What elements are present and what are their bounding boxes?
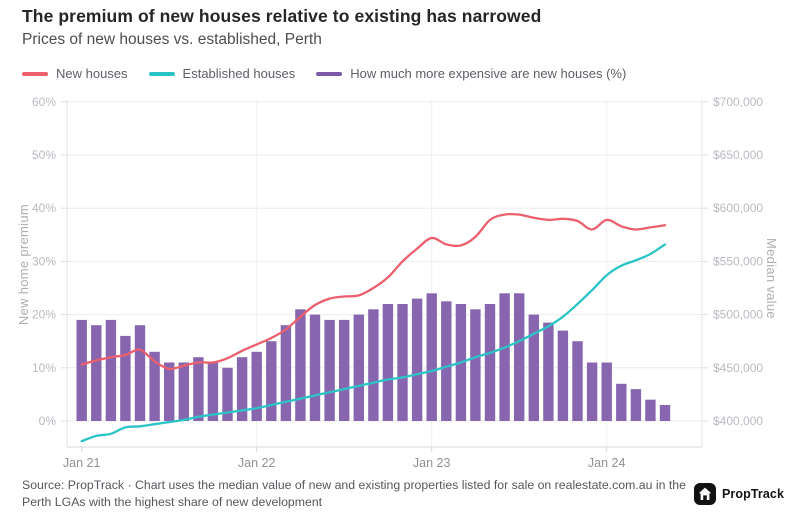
premium-bar xyxy=(441,301,452,421)
premium-bar xyxy=(616,383,627,421)
right-axis-tick-label: $600,000 xyxy=(713,201,763,215)
left-axis-tick-label: 30% xyxy=(32,254,56,268)
right-axis-tick-label: $500,000 xyxy=(713,308,763,322)
premium-bar xyxy=(514,293,525,421)
new-houses-line xyxy=(80,212,667,371)
premium-bar xyxy=(222,367,233,421)
legend-swatch-premium-icon xyxy=(316,71,343,76)
legend-label: New houses xyxy=(56,66,128,81)
established-houses-line xyxy=(80,243,667,443)
right-axis-tick-label: $550,000 xyxy=(713,254,763,268)
premium-bar xyxy=(134,325,146,421)
right-axis-tick-label: $450,000 xyxy=(713,361,763,375)
x-axis-tick-label: Jan 24 xyxy=(588,456,626,470)
premium-bar xyxy=(353,314,364,421)
premium-bar xyxy=(178,362,189,421)
premium-bar xyxy=(601,362,612,421)
premium-bar xyxy=(630,389,642,421)
proptrack-logo-text: PropTrack xyxy=(721,487,784,502)
proptrack-logo: PropTrack xyxy=(693,483,784,506)
left-axis-tick-label: 50% xyxy=(32,148,56,162)
premium-bar xyxy=(251,351,262,421)
premium-bar xyxy=(236,357,248,421)
right-axis-tick-label: $400,000 xyxy=(713,414,763,428)
legend-swatch-established-houses-icon xyxy=(148,71,175,76)
premium-bar xyxy=(528,314,539,421)
legend-label: Established houses xyxy=(182,66,296,81)
premium-bar xyxy=(149,351,160,421)
chart-subtitle: Prices of new houses vs. established, Pe… xyxy=(22,31,322,48)
premium-bar xyxy=(295,309,306,421)
premium-bar xyxy=(645,399,656,421)
combo-chart-plot: 0% $400,000 10% $450,000 20% $500,000 30% $550,… xyxy=(32,95,763,470)
premium-bar xyxy=(368,309,379,421)
right-axis-tick-label: $650,000 xyxy=(713,148,763,162)
x-axis-tick-label: Jan 22 xyxy=(238,456,276,470)
premium-bar xyxy=(207,362,219,421)
premium-bar xyxy=(499,293,510,421)
premium-bar xyxy=(76,319,87,421)
premium-bar xyxy=(382,304,394,421)
premium-bar xyxy=(470,309,481,421)
premium-bar xyxy=(164,362,175,421)
premium-bar xyxy=(484,304,496,421)
left-axis-tick-label: 60% xyxy=(32,95,56,109)
premium-bar xyxy=(266,341,277,421)
premium-bar xyxy=(339,319,350,421)
premium-bar xyxy=(324,319,335,421)
x-axis-tick-label: Jan 23 xyxy=(413,456,451,470)
premium-bar xyxy=(557,330,569,421)
premium-bar xyxy=(105,319,117,421)
premium-bar xyxy=(120,335,131,421)
left-axis-tick-label: 0% xyxy=(39,414,57,428)
premium-bar xyxy=(91,325,102,421)
premium-bar xyxy=(411,298,423,421)
proptrack-house-icon xyxy=(693,483,716,506)
legend-swatch-new-houses-icon xyxy=(22,71,48,76)
premium-bar xyxy=(397,304,408,421)
right-axis-title: Median value xyxy=(764,238,779,319)
x-axis-tick-label: Jan 21 xyxy=(63,456,101,470)
legend-item-premium[interactable]: How much more expensive are new houses (… xyxy=(316,66,626,81)
source-note: Source: PropTrack · Chart uses the media… xyxy=(22,478,686,510)
premium-bar xyxy=(543,322,554,421)
premium-bar xyxy=(426,293,437,421)
left-axis-tick-label: 40% xyxy=(32,201,56,215)
premium-bar xyxy=(193,357,204,421)
left-axis-tick-label: 10% xyxy=(32,361,56,375)
legend-item-established-houses[interactable]: Established houses xyxy=(148,66,296,81)
premium-bar xyxy=(572,341,583,421)
premium-bar xyxy=(280,325,292,421)
legend-label: How much more expensive are new houses (… xyxy=(350,66,627,81)
premium-bar xyxy=(659,405,671,421)
chart-title: The premium of new houses relative to ex… xyxy=(22,6,542,26)
premium-bar xyxy=(309,314,321,421)
chart-legend: New houses Established houses How much m… xyxy=(22,66,626,81)
premium-bar xyxy=(586,362,598,421)
chart-footer: Source: PropTrack · Chart uses the media… xyxy=(22,477,784,512)
right-axis-tick-label: $700,000 xyxy=(713,95,763,109)
legend-item-new-houses[interactable]: New houses xyxy=(22,66,128,81)
left-axis-tick-label: 20% xyxy=(32,308,56,322)
